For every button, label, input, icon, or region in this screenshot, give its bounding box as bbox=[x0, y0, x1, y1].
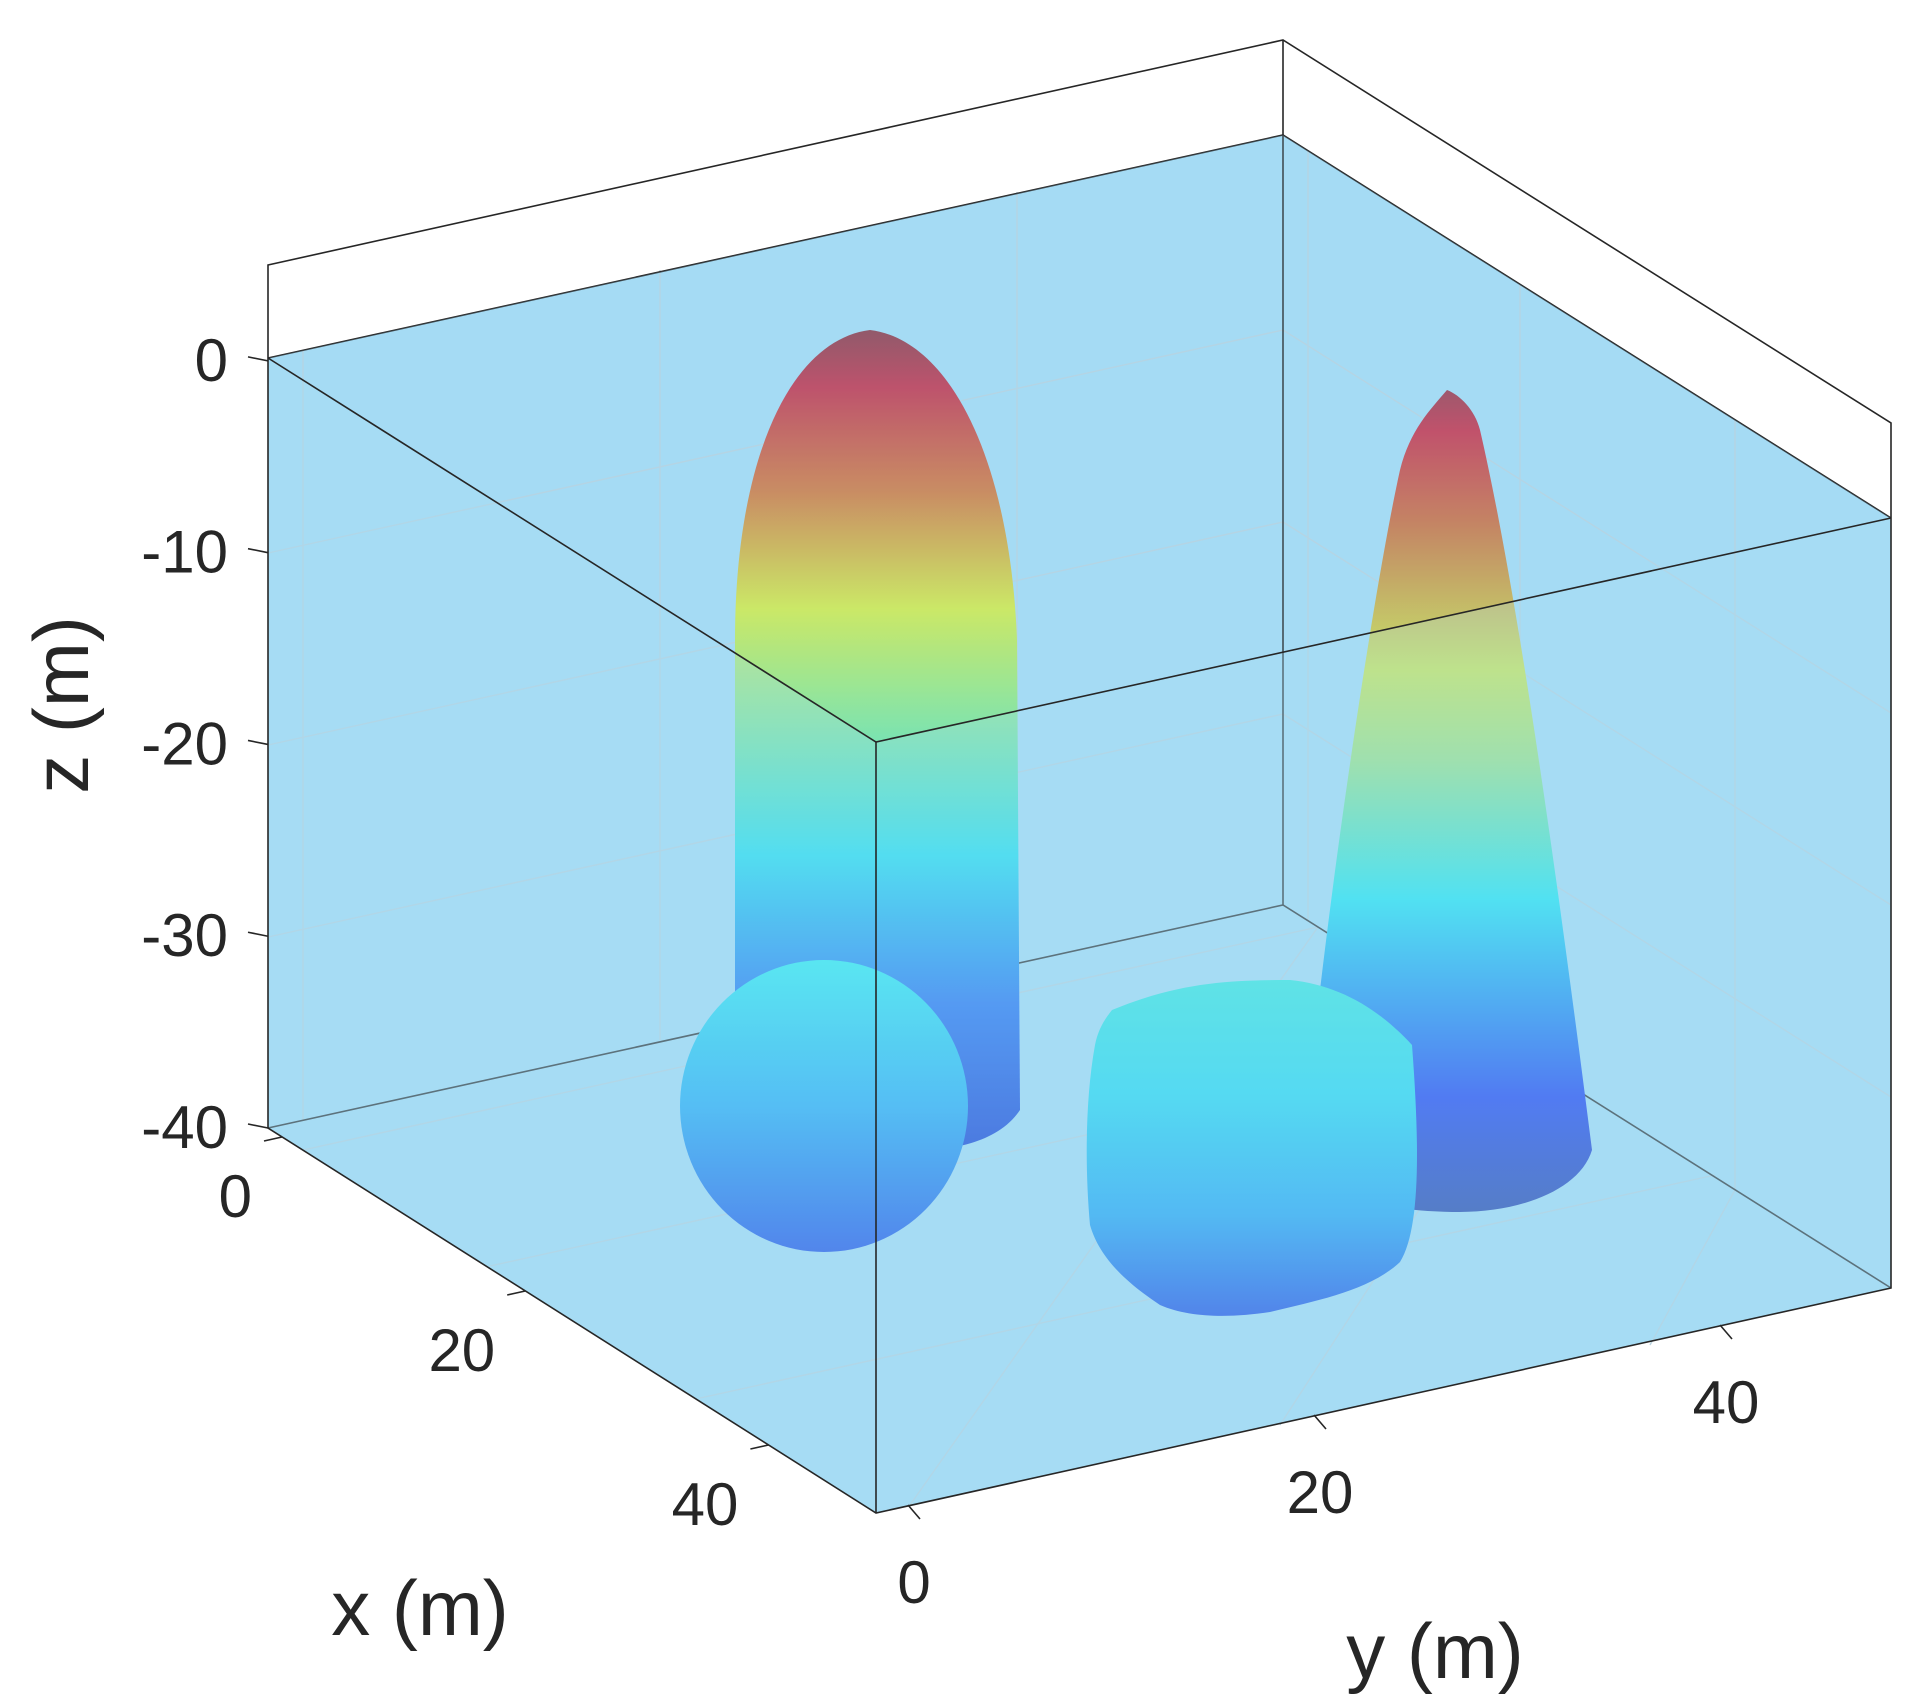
x-tick-label: 40 bbox=[672, 1471, 739, 1538]
top-surface bbox=[268, 135, 1891, 742]
y-tick-label: 40 bbox=[1693, 1369, 1760, 1436]
y-axis-label: y (m) bbox=[1346, 1607, 1524, 1695]
y-tick-mark bbox=[1719, 1324, 1733, 1340]
z-tick-label: -20 bbox=[141, 710, 228, 777]
z-axis-label: z (m) bbox=[17, 616, 105, 794]
x-axis-label: x (m) bbox=[331, 1564, 509, 1652]
z-axis: 0 -10 -20 -30 -40 bbox=[141, 327, 269, 1161]
z-tick-label: -10 bbox=[141, 519, 228, 586]
x-tick-mark bbox=[263, 1136, 283, 1142]
z-tick-label: -40 bbox=[141, 1094, 228, 1161]
y-tick-mark bbox=[907, 1504, 921, 1520]
x-tick-label: 0 bbox=[219, 1163, 252, 1230]
box-front bbox=[267, 135, 1892, 1514]
x-tick-mark bbox=[750, 1444, 769, 1450]
z-tick-mark bbox=[247, 547, 269, 554]
z-tick-mark bbox=[247, 931, 269, 938]
objects bbox=[680, 330, 1592, 1316]
front-right-wall bbox=[876, 518, 1891, 1513]
y-tick-mark bbox=[1313, 1414, 1327, 1430]
y-tick-label: 0 bbox=[897, 1549, 930, 1616]
sphere-object bbox=[680, 960, 968, 1252]
z-tick-mark bbox=[247, 356, 269, 362]
z-tick-mark bbox=[247, 739, 269, 746]
cone-object bbox=[1320, 390, 1592, 1212]
y-tick-label: 20 bbox=[1287, 1459, 1354, 1526]
z-tick-mark bbox=[247, 1123, 269, 1129]
x-axis: 0 20 40 bbox=[219, 1136, 769, 1538]
x-tick-label: 20 bbox=[428, 1317, 495, 1384]
x-tick-mark bbox=[507, 1290, 526, 1296]
z-tick-label: 0 bbox=[195, 327, 228, 394]
y-axis: 0 20 40 bbox=[897, 1324, 1760, 1616]
rounded-cube-object bbox=[1086, 980, 1417, 1316]
cylinder-object bbox=[735, 330, 1020, 1151]
z-tick-label: -30 bbox=[141, 902, 228, 969]
